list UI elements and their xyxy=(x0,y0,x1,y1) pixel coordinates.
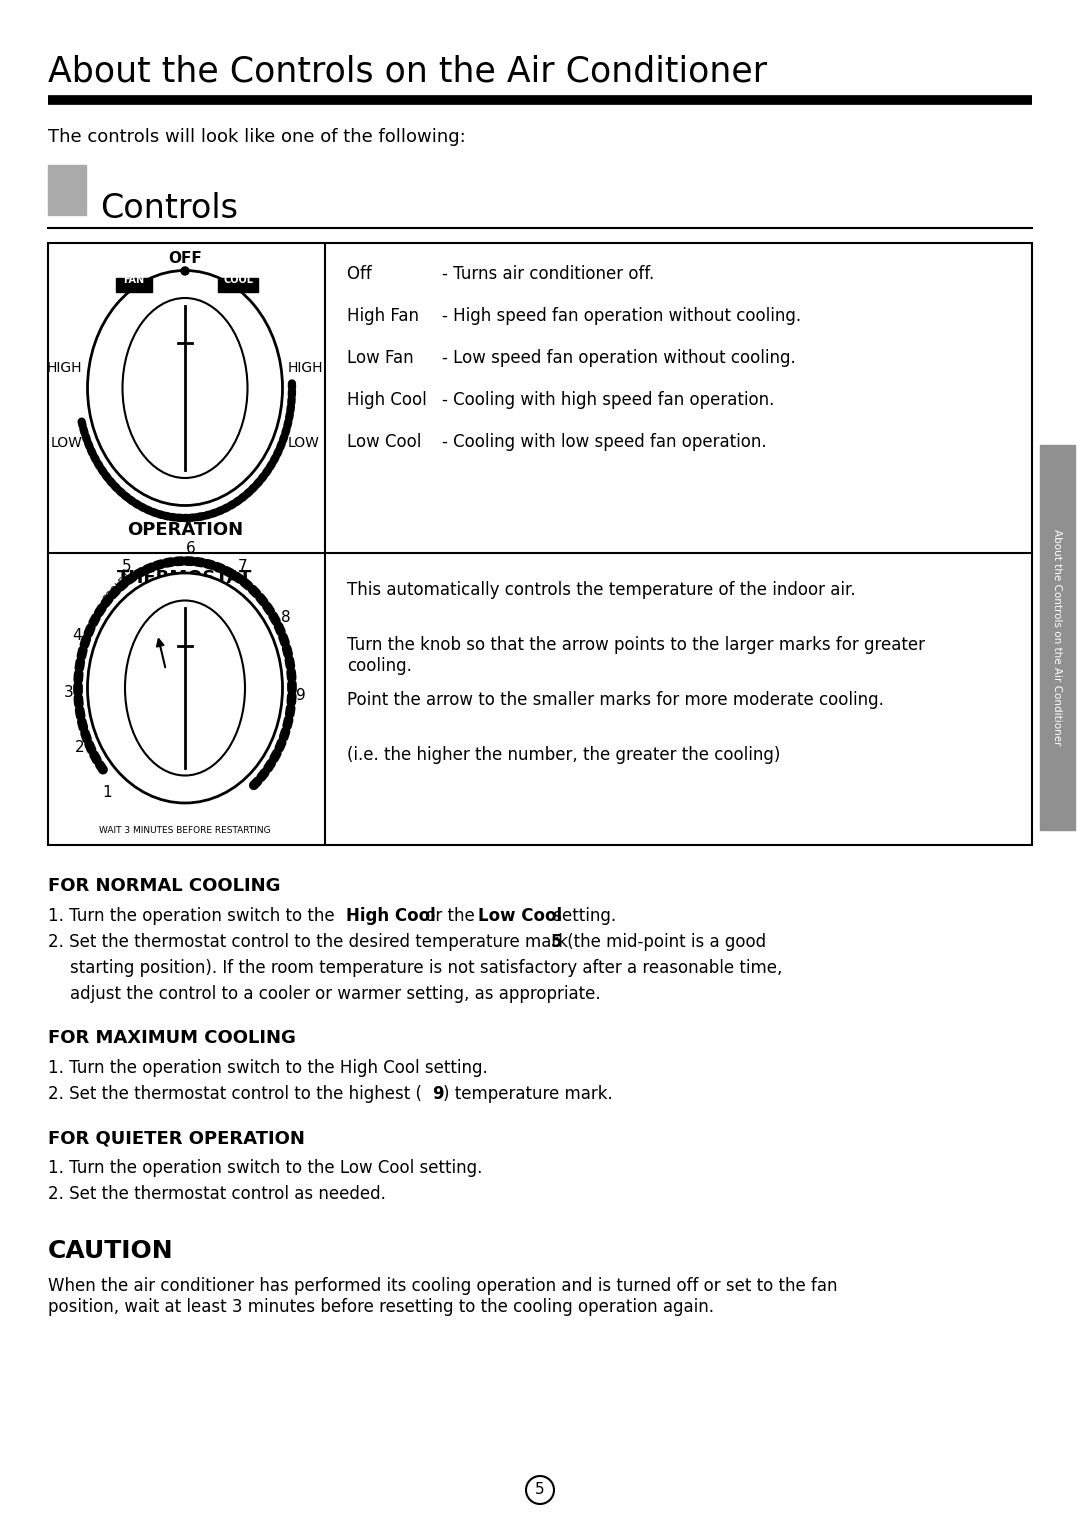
Text: - Cooling with high speed fan operation.: - Cooling with high speed fan operation. xyxy=(442,390,774,409)
Text: 2. Set the thermostat control to the highest (: 2. Set the thermostat control to the hig… xyxy=(48,1085,422,1103)
Text: 1: 1 xyxy=(103,784,112,799)
Text: Low Cool: Low Cool xyxy=(478,907,562,925)
Bar xyxy=(116,278,152,292)
Ellipse shape xyxy=(122,298,247,478)
Bar xyxy=(48,243,1032,845)
Text: OPERATION: OPERATION xyxy=(127,521,243,539)
Text: COOLER: COOLER xyxy=(102,571,133,605)
Text: - High speed fan operation without cooling.: - High speed fan operation without cooli… xyxy=(442,307,801,325)
Text: CAUTION: CAUTION xyxy=(48,1240,174,1262)
Text: Low Fan: Low Fan xyxy=(347,349,419,368)
Text: 2: 2 xyxy=(75,740,84,755)
Text: starting position). If the room temperature is not satisfactory after a reasonab: starting position). If the room temperat… xyxy=(70,958,782,977)
Text: About the Controls on the Air Conditioner: About the Controls on the Air Conditione… xyxy=(48,55,767,90)
Text: HIGH: HIGH xyxy=(288,362,324,375)
Text: 2. Set the thermostat control as needed.: 2. Set the thermostat control as needed. xyxy=(48,1185,386,1203)
Text: 5: 5 xyxy=(536,1483,544,1498)
Text: 2. Set the thermostat control to the desired temperature mark: 2. Set the thermostat control to the des… xyxy=(48,933,573,951)
Text: 3: 3 xyxy=(64,685,73,700)
Text: FOR QUIETER OPERATION: FOR QUIETER OPERATION xyxy=(48,1129,305,1147)
Text: High Fan: High Fan xyxy=(347,307,419,325)
Text: THERMOSTAT: THERMOSTAT xyxy=(118,570,253,586)
Text: - Cooling with low speed fan operation.: - Cooling with low speed fan operation. xyxy=(442,433,767,451)
Text: - Turns air conditioner off.: - Turns air conditioner off. xyxy=(442,264,654,283)
Text: The controls will look like one of the following:: The controls will look like one of the f… xyxy=(48,128,465,146)
Text: COOL: COOL xyxy=(222,275,253,286)
Text: 1. Turn the operation switch to the: 1. Turn the operation switch to the xyxy=(48,907,340,925)
Text: 9: 9 xyxy=(432,1085,444,1103)
Text: 9: 9 xyxy=(296,688,306,703)
Circle shape xyxy=(181,267,189,275)
Text: LOW: LOW xyxy=(50,436,82,450)
Text: This automatically controls the temperature of the indoor air.: This automatically controls the temperat… xyxy=(347,580,855,598)
Text: ) temperature mark.: ) temperature mark. xyxy=(443,1085,612,1103)
Text: OFF: OFF xyxy=(168,251,202,266)
Text: FOR MAXIMUM COOLING: FOR MAXIMUM COOLING xyxy=(48,1028,296,1047)
Text: setting.: setting. xyxy=(548,907,616,925)
Text: 8: 8 xyxy=(281,611,291,626)
Text: Low Cool: Low Cool xyxy=(347,433,427,451)
Text: LOW: LOW xyxy=(288,436,320,450)
Bar xyxy=(48,166,86,216)
Text: Point the arrow to the smaller marks for more moderate cooling.: Point the arrow to the smaller marks for… xyxy=(347,691,883,709)
Text: Controls: Controls xyxy=(100,191,238,225)
Text: - Low speed fan operation without cooling.: - Low speed fan operation without coolin… xyxy=(442,349,796,368)
Text: When the air conditioner has performed its cooling operation and is turned off o: When the air conditioner has performed i… xyxy=(48,1277,837,1315)
Ellipse shape xyxy=(87,270,283,506)
Text: 1. Turn the operation switch to the High Cool setting.: 1. Turn the operation switch to the High… xyxy=(48,1059,488,1077)
Text: or the: or the xyxy=(420,907,480,925)
Text: High Cool: High Cool xyxy=(347,390,427,409)
Ellipse shape xyxy=(87,573,283,804)
Text: About the Controls on the Air Conditioner: About the Controls on the Air Conditione… xyxy=(1052,529,1062,746)
Text: (i.e. the higher the number, the greater the cooling): (i.e. the higher the number, the greater… xyxy=(347,746,781,764)
Text: adjust the control to a cooler or warmer setting, as appropriate.: adjust the control to a cooler or warmer… xyxy=(70,984,600,1003)
Text: Turn the knob so that the arrow points to the larger marks for greater
cooling.: Turn the knob so that the arrow points t… xyxy=(347,636,924,674)
Ellipse shape xyxy=(125,600,245,776)
Bar xyxy=(1040,445,1075,829)
Text: 1. Turn the operation switch to the Low Cool setting.: 1. Turn the operation switch to the Low … xyxy=(48,1159,483,1177)
Text: HIGH: HIGH xyxy=(46,362,82,375)
Text: 7: 7 xyxy=(239,559,247,574)
Text: 4: 4 xyxy=(72,627,82,643)
Text: Off: Off xyxy=(347,264,414,283)
Text: (the mid-point is a good: (the mid-point is a good xyxy=(562,933,766,951)
Bar xyxy=(218,278,258,292)
Text: WAIT 3 MINUTES BEFORE RESTARTING: WAIT 3 MINUTES BEFORE RESTARTING xyxy=(99,826,271,835)
Text: 5: 5 xyxy=(551,933,563,951)
Text: High Cool: High Cool xyxy=(346,907,435,925)
Text: FAN: FAN xyxy=(123,275,145,286)
Text: FOR NORMAL COOLING: FOR NORMAL COOLING xyxy=(48,876,281,895)
Text: 6: 6 xyxy=(186,541,195,556)
Text: 5: 5 xyxy=(122,559,132,574)
